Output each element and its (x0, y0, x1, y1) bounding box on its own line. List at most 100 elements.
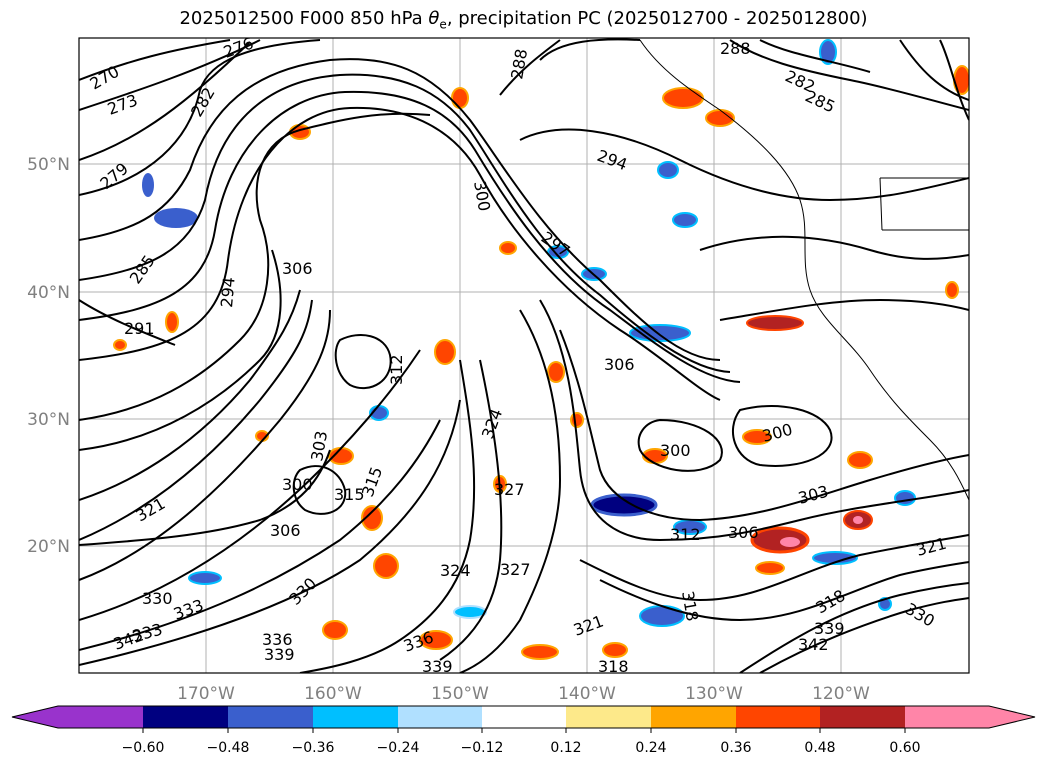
colorbar-tick-label: 0.48 (804, 740, 835, 756)
precip-positive-blob (113, 339, 127, 351)
theta-subscript: e (439, 17, 447, 32)
contour-line (579, 534, 969, 602)
contour-label: 339 (814, 619, 845, 638)
colorbar-segment (58, 706, 143, 728)
lat-label: 30°N (27, 410, 70, 430)
lat-label: 20°N (27, 537, 70, 557)
contour-line (729, 39, 969, 111)
contour-line (79, 419, 441, 651)
colorbar-tick-label: −0.48 (207, 740, 250, 756)
title-prefix: 2025012500 F000 850 hPa (179, 8, 429, 29)
contour-line (79, 289, 301, 501)
contour-line (439, 359, 503, 661)
precip-positive-blob (570, 412, 584, 428)
contour-label: 291 (124, 319, 155, 338)
contour-label: 294 (217, 276, 239, 308)
precip-positive-blob (750, 526, 810, 554)
contour-line (79, 349, 421, 621)
colorbar-segment (313, 706, 398, 728)
contour-line (79, 39, 261, 111)
contour-line (79, 39, 321, 196)
colorbar-tick-label: −0.36 (292, 740, 335, 756)
contour-line (292, 465, 347, 515)
contour-line (79, 73, 731, 373)
colorbar-tick-label: −0.24 (377, 740, 420, 756)
precip-positive-blob (165, 311, 179, 333)
contour-line (79, 399, 461, 666)
lon-label: 120°W (812, 684, 870, 704)
precip-negative-blob (894, 490, 916, 506)
contour-line (79, 41, 251, 161)
contour-line (731, 405, 833, 467)
precip-positive-blob (434, 339, 456, 365)
precip-positive-blob (746, 315, 804, 331)
contour-label: 330 (142, 589, 173, 608)
contour-label: 339 (422, 657, 453, 676)
contour-line (79, 449, 331, 546)
colorbar-ticks (142, 728, 906, 733)
colorbar: −0.60 −0.48 −0.36 −0.24 −0.12 0.12 0.24 … (11, 705, 1036, 756)
precip-positive-blob (602, 642, 628, 658)
contour-line (759, 597, 969, 673)
contour-line (599, 561, 969, 622)
precip-negative-blob (154, 208, 198, 228)
contour-line (79, 39, 231, 81)
precip-positive-blob (662, 87, 704, 109)
precip-positive-blob (419, 630, 453, 650)
contour-label: 300 (660, 441, 691, 460)
precip-negative-blob (672, 212, 698, 228)
map-frame (78, 37, 970, 674)
contour-label: 324 (440, 561, 471, 580)
contour-line (559, 329, 969, 522)
contour-line (79, 249, 282, 451)
precip-negative-blob (812, 551, 858, 565)
lon-label: 130°W (685, 684, 743, 704)
contour-line (519, 128, 969, 202)
contour-label: 342 (798, 635, 829, 654)
precip-negative-blob (188, 571, 222, 585)
precip-positive-blob (521, 644, 559, 660)
precip-negative-blob (639, 605, 685, 627)
precip-positive-blob (547, 361, 565, 383)
colorbar-tick-label: −0.60 (122, 740, 165, 756)
precip-positive-blob (945, 281, 959, 299)
contour-label: 336 (262, 630, 293, 649)
precip-negative-blob (142, 173, 154, 197)
precip-negative-blob (590, 493, 658, 517)
colorbar-extend-max (989, 706, 1035, 728)
precip-positive-blob (499, 241, 517, 255)
colorbar-segment (566, 706, 651, 728)
contour-line (637, 418, 723, 472)
contour-label: 339 (264, 645, 295, 664)
colorbar-tick-label: 0.36 (720, 740, 751, 756)
precip-positive-core (780, 537, 800, 547)
contour-label: 288 (720, 39, 751, 58)
colorbar-tick-label: 0.12 (550, 740, 581, 756)
precip-negative-blob (453, 605, 487, 619)
colorbar-segment (905, 706, 989, 728)
colorbar-outline (11, 705, 1036, 729)
colorbar-tick-label: 0.60 (889, 740, 920, 756)
colorbar-tick-label: −0.12 (461, 740, 504, 756)
contour-line (79, 90, 741, 383)
colorbar-tick-label: 0.24 (635, 740, 666, 756)
contour-line (699, 235, 969, 260)
lon-label: 150°W (431, 684, 489, 704)
contour-line (539, 299, 969, 542)
contour-label: 327 (500, 560, 531, 579)
precip-negative-blob (657, 161, 679, 179)
contour-line (939, 39, 969, 121)
precip-positive-blob (322, 620, 348, 640)
contour-label: 300 (282, 475, 313, 494)
lat-label: 40°N (27, 283, 70, 303)
colorbar-segment (820, 706, 905, 728)
contour-line (459, 309, 562, 673)
contour-label: 306 (604, 355, 635, 374)
contour-label: 306 (728, 523, 759, 542)
colorbar-segment (482, 706, 566, 728)
colorbar-extend-min (12, 706, 58, 728)
colorbar-segment (398, 706, 482, 728)
contour-line (334, 334, 392, 390)
contour-line (739, 582, 969, 673)
